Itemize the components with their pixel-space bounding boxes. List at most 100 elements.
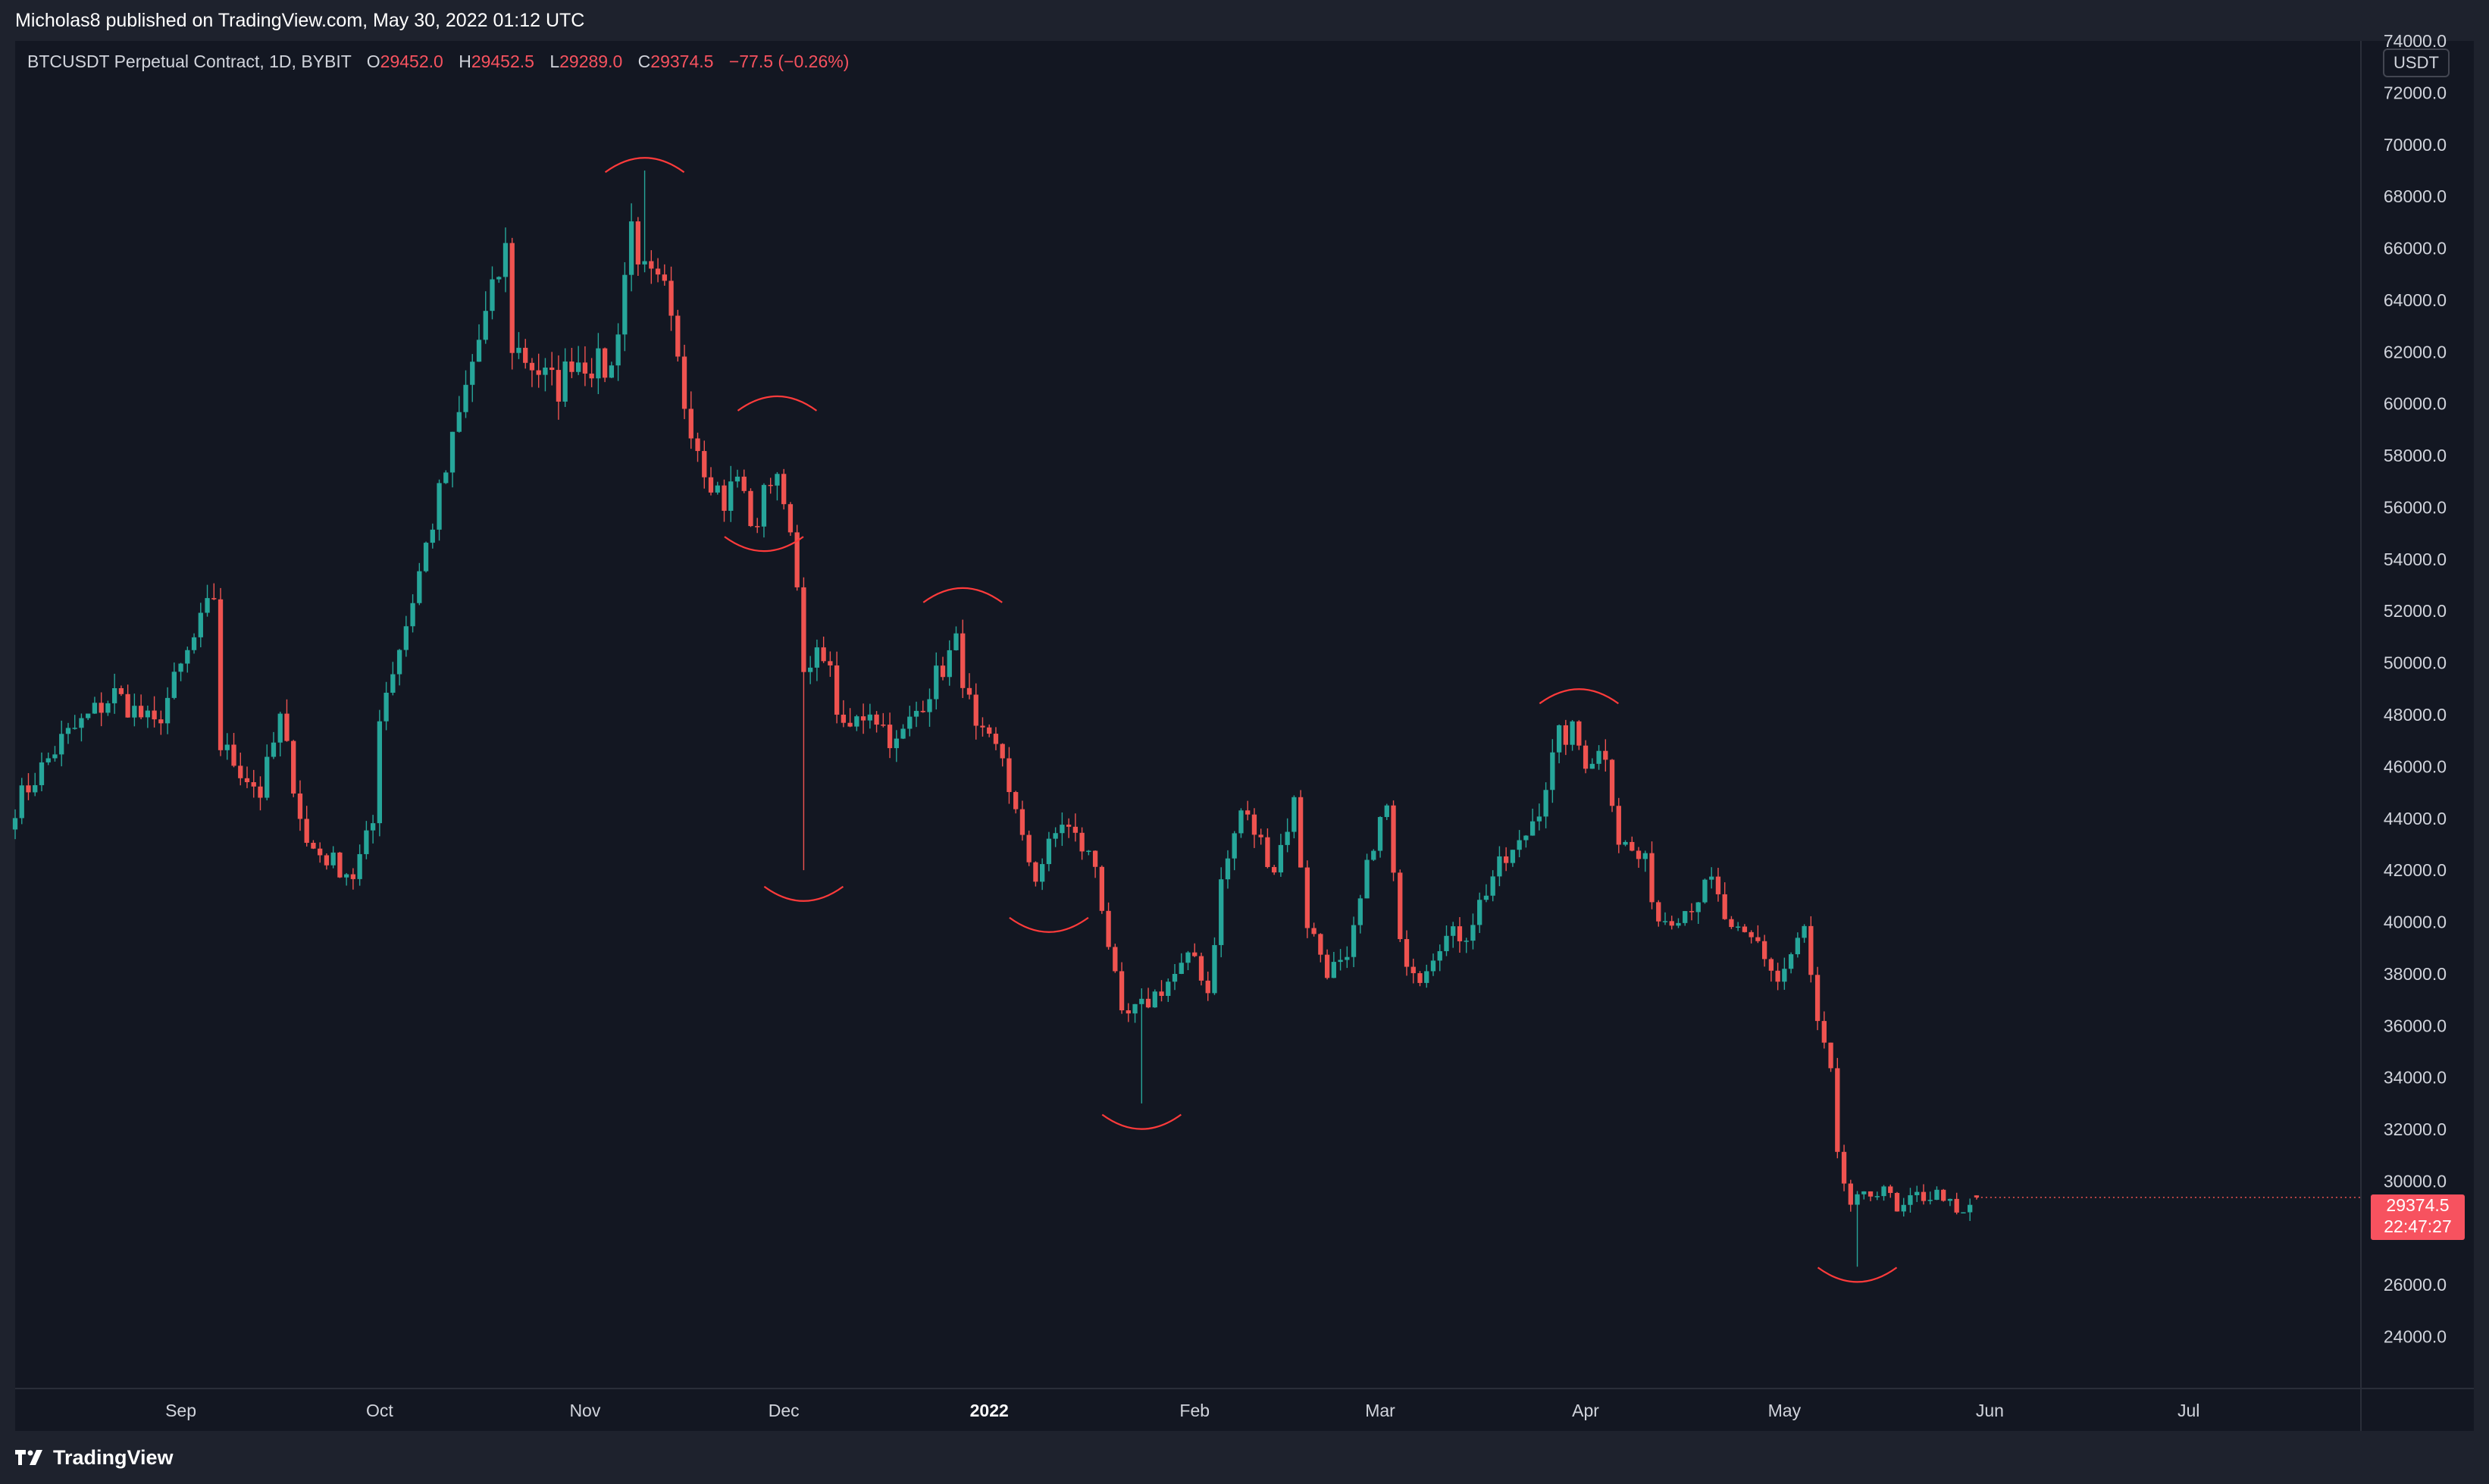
candle-body <box>185 650 190 664</box>
ohlc-legend: BTCUSDT Perpetual Contract, 1D, BYBIT O2… <box>27 52 849 72</box>
candle-body <box>343 874 349 878</box>
candle-body <box>191 637 197 650</box>
candle-body <box>649 261 654 269</box>
candle-body <box>1947 1198 1953 1201</box>
candle-body <box>1874 1196 1880 1198</box>
candle-body <box>927 699 932 712</box>
currency-button[interactable]: USDT <box>2383 49 2450 77</box>
candle-body <box>231 744 236 766</box>
y-tick-label: 38000.0 <box>2384 964 2447 984</box>
bottom-arc-annotation <box>1101 1113 1182 1130</box>
candle-body <box>224 744 230 750</box>
candle-body <box>1941 1189 1946 1201</box>
candle-body <box>476 340 482 362</box>
candle-body <box>1722 894 1727 919</box>
candle-body <box>582 362 588 374</box>
y-tick-label: 36000.0 <box>2384 1016 2447 1035</box>
candle-body <box>728 481 734 511</box>
candle-body <box>1198 956 1204 981</box>
candle-body <box>337 852 343 878</box>
published-info: Micholas8 published on TradingView.com, … <box>15 9 585 31</box>
candle-body <box>655 268 661 275</box>
candle-body <box>483 311 488 340</box>
candle-body <box>1761 941 1767 960</box>
candle-body <box>1424 971 1429 983</box>
y-tick-label: 66000.0 <box>2384 239 2447 258</box>
y-tick-label: 34000.0 <box>2384 1068 2447 1088</box>
candle-body <box>681 356 687 409</box>
candle-body <box>1285 831 1290 845</box>
candle-body <box>1669 921 1674 926</box>
y-tick-label: 58000.0 <box>2384 446 2447 465</box>
candle-body <box>1145 998 1151 1008</box>
candle-body <box>1000 744 1005 759</box>
candle-body <box>145 710 151 718</box>
candle-body <box>987 727 992 734</box>
candle-body <box>1166 982 1171 997</box>
candle-body <box>775 474 780 486</box>
candle-body <box>490 279 495 312</box>
candle-body <box>125 693 130 718</box>
candle-body <box>1808 925 1814 975</box>
candle-body <box>86 713 91 719</box>
candle-body <box>258 786 263 798</box>
candle-body <box>1715 876 1721 894</box>
x-tick-label: Jun <box>1976 1401 2004 1420</box>
candle-body <box>768 484 773 487</box>
candle-body <box>635 221 640 265</box>
candle-body <box>99 703 104 713</box>
candle-body <box>947 650 952 678</box>
candle-body <box>702 451 707 477</box>
candle-body <box>1927 1200 1933 1201</box>
candle-body <box>1384 805 1389 817</box>
tradingview-brand: TradingView <box>53 1445 174 1469</box>
candle-body <box>1881 1186 1886 1197</box>
candle-body <box>523 347 528 363</box>
x-tick-label: Oct <box>366 1401 393 1420</box>
candle-body <box>39 762 45 785</box>
y-tick-label: 48000.0 <box>2384 705 2447 725</box>
candle-body <box>1576 721 1582 746</box>
legend-low-label: L <box>549 52 560 71</box>
candle-body <box>1630 841 1635 851</box>
candle-body <box>1497 856 1502 877</box>
tradingview-logo[interactable]: TradingView <box>15 1446 174 1470</box>
candle-body <box>1013 792 1019 809</box>
y-tick-label: 56000.0 <box>2384 497 2447 517</box>
candle-body <box>1483 895 1489 900</box>
candle-body <box>688 409 693 439</box>
candle-body <box>72 728 77 729</box>
legend-low-value: 29289.0 <box>559 52 623 71</box>
candle-body <box>1795 938 1800 955</box>
candle-body <box>1451 926 1456 936</box>
candle-body <box>854 716 859 727</box>
candle-body <box>1616 806 1621 845</box>
candle-body <box>1410 966 1416 974</box>
y-tick-label: 40000.0 <box>2384 913 2447 932</box>
candle-body <box>1371 850 1376 860</box>
candle-body <box>1623 841 1628 845</box>
candle-body <box>509 243 515 353</box>
candle-body <box>1477 900 1482 925</box>
candle-body <box>1251 814 1257 835</box>
candle-body <box>1974 1195 1980 1198</box>
candle-body <box>1417 973 1423 983</box>
candle-body <box>1855 1194 1860 1205</box>
legend-change: −77.5 (−0.26%) <box>728 52 850 71</box>
candle-body <box>265 756 270 798</box>
candle-body <box>1662 921 1668 922</box>
candle-body <box>1649 853 1655 903</box>
candle-body <box>238 765 243 778</box>
candle-body <box>960 633 966 688</box>
candle-body <box>860 716 866 721</box>
y-tick-label: 52000.0 <box>2384 601 2447 621</box>
candle-body <box>410 603 415 627</box>
x-tick-label: Mar <box>1365 1401 1395 1420</box>
candle-body <box>1788 954 1794 969</box>
candle-body <box>576 362 581 372</box>
candle-body <box>1802 925 1807 938</box>
candle-body <box>1238 810 1244 834</box>
candle-body <box>118 688 124 694</box>
candle-body <box>966 687 972 695</box>
